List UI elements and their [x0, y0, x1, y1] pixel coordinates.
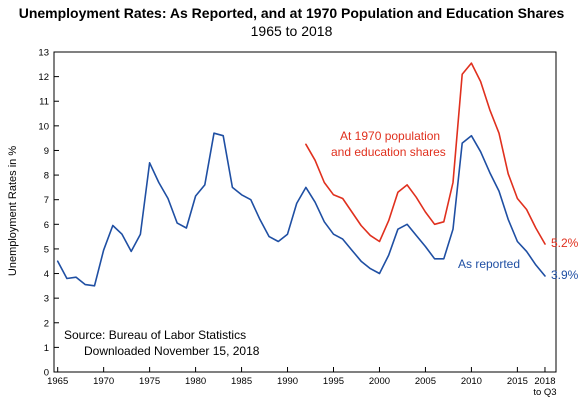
- y-tick-label: 4: [44, 269, 49, 280]
- y-tick-label: 2: [44, 318, 49, 329]
- y-tick-label: 13: [38, 48, 49, 59]
- x-tick-label: 2005: [415, 376, 436, 387]
- y-tick-label: 3: [44, 294, 49, 305]
- y-tick-label: 7: [44, 195, 49, 206]
- x-tick-label: 2015: [507, 376, 528, 387]
- chart-series: [56, 62, 546, 287]
- chart-subtitle: 1965 to 2018: [250, 23, 333, 39]
- chart-title: Unemployment Rates: As Reported, and at …: [18, 5, 565, 21]
- red-series-label-line1: At 1970 population: [340, 129, 440, 143]
- x-tick-label: 2010: [461, 376, 482, 387]
- y-tick-label: 1: [44, 343, 49, 354]
- x-tick-label: 2018: [534, 376, 555, 387]
- red-series-label-line2: and education shares: [331, 145, 446, 159]
- x-tick-label: 1990: [277, 376, 298, 387]
- series-line-1970-shares: [305, 62, 546, 245]
- red-series-end-label: 5.2%: [551, 236, 579, 250]
- source-line1: Source: Bureau of Labor Statistics: [64, 328, 246, 342]
- y-tick-label: 12: [38, 72, 49, 83]
- x-tick-label: 1965: [47, 376, 68, 387]
- y-tick-label: 6: [44, 220, 49, 231]
- x-tick-label: 1980: [185, 376, 206, 387]
- x-tick-label: 1985: [231, 376, 252, 387]
- x-tick-label: 1975: [139, 376, 160, 387]
- x-tick-label: to Q3: [533, 387, 556, 398]
- y-tick-label: 9: [44, 146, 49, 157]
- x-tick-label: 1995: [323, 376, 344, 387]
- y-tick-label: 8: [44, 171, 49, 182]
- source-line2: Downloaded November 15, 2018: [84, 344, 260, 358]
- x-tick-label: 1970: [93, 376, 114, 387]
- chart-annotations: Unemployment Rates in % At 1970 populati…: [7, 129, 579, 358]
- blue-series-label: As reported: [458, 257, 520, 271]
- y-tick-label: 10: [38, 121, 49, 132]
- y-axis-label: Unemployment Rates in %: [7, 146, 19, 276]
- blue-series-end-label: 3.9%: [551, 268, 579, 282]
- y-tick-label: 11: [39, 97, 49, 108]
- x-tick-label: 2000: [369, 376, 390, 387]
- y-tick-label: 0: [44, 368, 49, 379]
- plot-frame: [53, 51, 557, 373]
- series-line-as-reported: [56, 132, 546, 287]
- y-tick-label: 5: [44, 244, 49, 255]
